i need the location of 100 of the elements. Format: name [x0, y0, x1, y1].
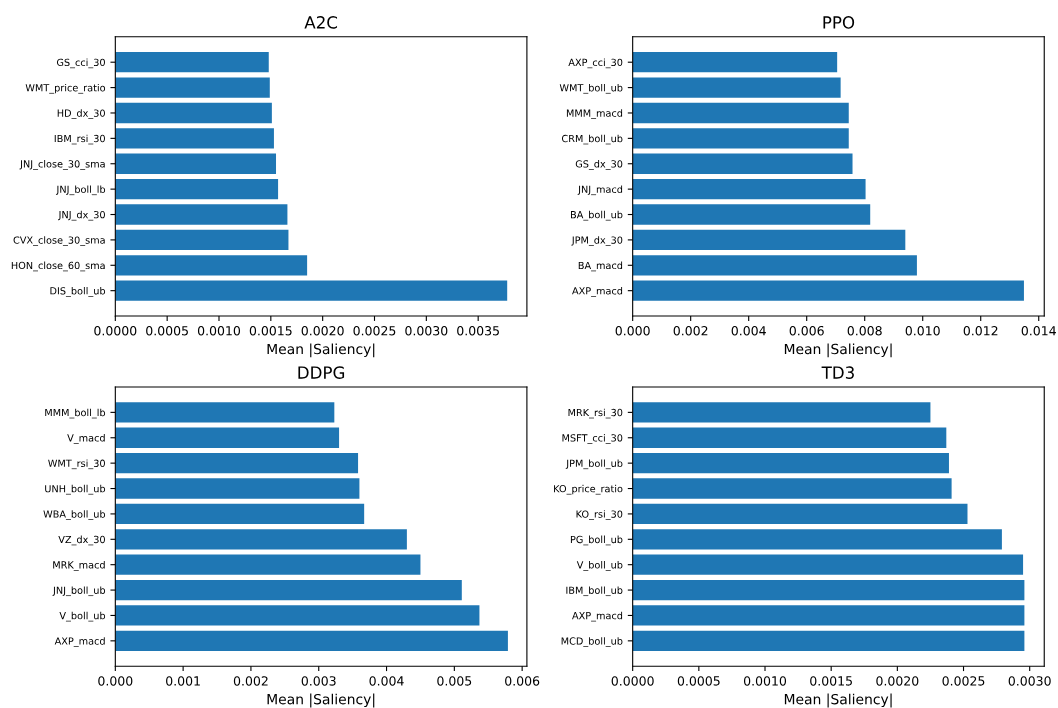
x-tick-label: 0.008	[847, 326, 882, 336]
bar	[115, 452, 359, 474]
chart-title: PPO	[823, 16, 855, 29]
bar	[115, 280, 508, 301]
bar	[115, 204, 288, 225]
y-tick-label: JNJ_boll_lb	[55, 185, 106, 196]
x-tick-label: 0.0035	[457, 326, 499, 336]
y-tick-label: JNJ_boll_ub	[52, 586, 106, 597]
bar	[115, 77, 270, 98]
bar	[115, 128, 274, 149]
chart-title: A2C	[304, 16, 338, 29]
bar	[115, 255, 308, 276]
bar	[632, 204, 871, 225]
y-tick-label: MSFT_cci_30	[562, 434, 623, 444]
x-tick-label: 0.012	[963, 326, 998, 336]
bar	[115, 402, 335, 423]
x-tick-label: 0.002	[233, 676, 268, 686]
y-tick-label: JNJ_close_30_sma	[19, 160, 105, 170]
x-tick-label: 0.001	[166, 676, 200, 686]
y-tick-label: DIS_boll_ub	[50, 286, 106, 297]
y-tick-label: MCD_boll_ub	[561, 637, 623, 647]
bar	[115, 229, 289, 251]
bar	[632, 605, 1025, 626]
x-tick-label: 0.0010	[197, 326, 241, 336]
y-tick-label: AXP_macd	[572, 611, 623, 622]
bar	[115, 153, 277, 174]
y-tick-label: V_boll_ub	[59, 611, 106, 622]
y-tick-label: WMT_rsi_30	[48, 459, 105, 470]
y-tick-label: PG_boll_ub	[570, 535, 623, 546]
bar	[632, 503, 968, 525]
bar	[632, 630, 1025, 651]
x-tick-label: 0.000	[98, 676, 133, 686]
bar	[632, 280, 1024, 301]
y-tick-label: BA_macd	[578, 261, 623, 272]
y-tick-label: IBM_rsi_30	[54, 134, 105, 145]
bar	[632, 128, 849, 149]
y-tick-label: AXP_macd	[54, 637, 105, 647]
y-tick-label: WMT_boll_ub	[559, 83, 623, 94]
x-tick-label: 0.0025	[942, 676, 985, 686]
bar	[632, 402, 931, 423]
y-tick-label: UNH_boll_ub	[45, 484, 106, 495]
x-tick-label: 0.0005	[677, 676, 720, 686]
y-tick-label: KO_price_ratio	[554, 484, 623, 495]
y-tick-label: MRK_rsi_30	[568, 408, 623, 419]
y-tick-label: MMM_boll_lb	[45, 408, 106, 419]
x-tick-label: 0.0020	[301, 326, 344, 336]
bar	[115, 503, 365, 525]
chart-title: TD3	[821, 366, 854, 379]
y-tick-label: VZ_dx_30	[58, 535, 105, 546]
bar	[115, 102, 272, 124]
x-axis-title: Mean |Saliency|	[784, 343, 892, 358]
bar	[632, 478, 952, 499]
bar	[115, 478, 360, 499]
x-tick-label: 0.0000	[611, 676, 654, 686]
y-tick-label: JPM_boll_ub	[565, 459, 623, 470]
bar	[632, 102, 849, 124]
bar	[632, 554, 1024, 575]
x-tick-label: 0.004	[731, 326, 766, 336]
x-tick-label: 0.006	[505, 676, 540, 686]
bar	[115, 554, 421, 575]
y-tick-label: HD_dx_30	[57, 109, 105, 119]
bar	[632, 52, 838, 73]
bar	[115, 427, 340, 448]
bar	[632, 255, 917, 276]
x-tick-label: 0.004	[369, 676, 404, 686]
x-axis-title: Mean |Saliency|	[267, 693, 375, 708]
bar	[632, 427, 947, 448]
y-tick-label: WBA_boll_ub	[43, 510, 106, 520]
y-tick-label: AXP_macd	[572, 286, 623, 297]
x-tick-label: 0.006	[789, 326, 824, 336]
y-tick-label: JPM_dx_30	[571, 236, 623, 246]
y-tick-label: AXP_cci_30	[568, 58, 623, 69]
x-tick-label: 0.014	[1021, 326, 1056, 336]
x-axis-title: Mean |Saliency|	[784, 693, 892, 708]
bar	[115, 529, 407, 550]
y-tick-label: HON_close_60_sma	[11, 261, 105, 272]
x-tick-label: 0.0030	[405, 326, 448, 336]
x-axis-title: Mean |Saliency|	[267, 343, 375, 358]
y-tick-label: JNJ_macd	[577, 185, 623, 196]
y-tick-label: IBM_boll_ub	[566, 586, 623, 597]
bar	[115, 579, 462, 601]
chart-title: DDPG	[298, 366, 345, 379]
y-tick-label: WMT_price_ratio	[25, 83, 106, 94]
y-tick-label: V_boll_ub	[576, 560, 623, 571]
bar	[115, 52, 269, 73]
x-tick-label: 0.002	[673, 326, 708, 336]
bar	[115, 605, 480, 626]
bar	[632, 529, 1002, 550]
x-tick-label: 0.0015	[810, 676, 852, 686]
bar	[632, 178, 866, 200]
y-tick-label: CVX_close_30_sma	[13, 236, 105, 246]
y-tick-label: BA_boll_ub	[571, 210, 623, 221]
y-tick-label: MRK_macd	[53, 560, 105, 571]
y-tick-label: MMM_macd	[566, 109, 623, 119]
x-tick-label: 0.010	[905, 326, 940, 336]
y-tick-label: GS_cci_30	[56, 58, 105, 69]
x-tick-label: 0.0030	[1008, 676, 1051, 686]
y-tick-label: GS_dx_30	[575, 160, 623, 170]
bar	[115, 178, 279, 200]
x-tick-label: 0.005	[437, 676, 472, 686]
